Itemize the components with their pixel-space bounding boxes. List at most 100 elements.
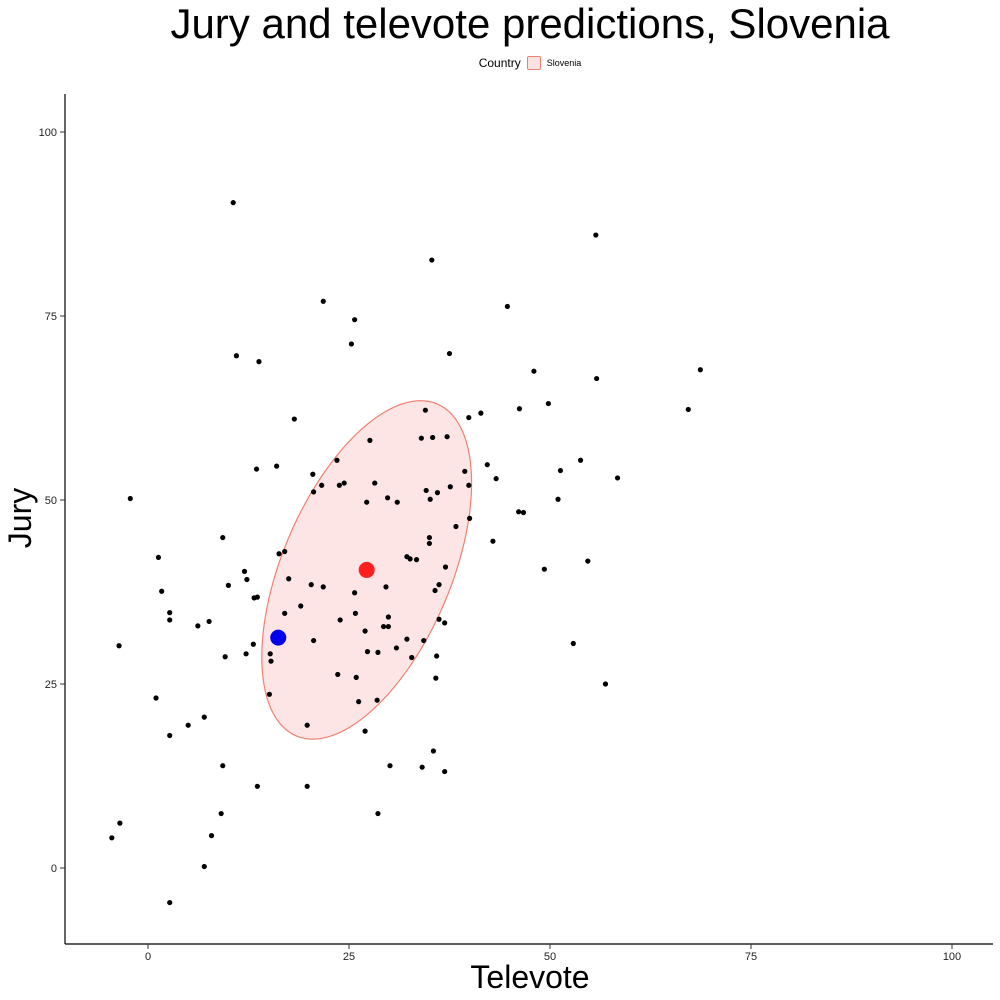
data-point [155, 554, 162, 561]
data-point [266, 691, 272, 697]
data-point [436, 582, 442, 588]
data-point [362, 728, 368, 734]
data-point [430, 748, 437, 754]
data-point [504, 303, 510, 310]
data-point [291, 416, 297, 422]
data-point [490, 538, 496, 544]
data-point [298, 603, 304, 609]
data-point [116, 643, 122, 649]
data-point [367, 437, 373, 443]
actual-result-point [270, 629, 287, 646]
data-point [421, 637, 427, 644]
data-point [230, 200, 236, 206]
data-point [206, 618, 212, 625]
data-point [222, 654, 228, 660]
data-point [442, 564, 449, 570]
y-tick-label: 75 [45, 311, 57, 323]
data-point [233, 353, 240, 359]
data-point [407, 556, 413, 562]
data-point [531, 368, 537, 374]
data-point [153, 695, 159, 701]
data-point [541, 566, 547, 572]
data-point [593, 232, 599, 238]
data-point [304, 783, 310, 789]
data-point [286, 576, 292, 582]
data-point [362, 628, 368, 634]
y-tick-label: 100 [39, 127, 57, 139]
data-point [243, 651, 249, 657]
data-point [364, 649, 371, 655]
data-point [384, 495, 391, 501]
data-point [267, 651, 273, 657]
data-point [348, 341, 355, 347]
data-point [159, 588, 165, 594]
data-point [423, 487, 429, 494]
data-point [253, 466, 260, 472]
data-point [446, 350, 453, 357]
y-axis-title: Jury [2, 488, 38, 548]
data-point [577, 457, 584, 463]
data-point [353, 674, 359, 680]
data-point [356, 699, 362, 705]
axes: 0 25 50 75 100 0 25 50 75 100 [39, 94, 993, 963]
data-point [493, 476, 499, 482]
data-point [516, 509, 522, 515]
data-point [602, 681, 609, 687]
data-point [409, 654, 415, 661]
data-point [319, 482, 325, 488]
data-point [268, 658, 274, 664]
data-point [256, 359, 262, 365]
legend-label-slovenia: Slovenia [546, 58, 582, 68]
data-point [467, 515, 473, 522]
marker-layer [270, 561, 375, 646]
data-point [594, 375, 600, 382]
data-point [466, 414, 472, 421]
data-point [310, 471, 316, 477]
data-point [220, 763, 226, 769]
x-tick-label: 100 [943, 951, 961, 963]
x-tick-label: 50 [544, 951, 556, 963]
data-point [364, 499, 370, 505]
data-point [385, 623, 391, 630]
data-point [418, 435, 424, 441]
data-point [109, 835, 115, 841]
data-point [614, 475, 621, 481]
y-tick-label: 50 [45, 495, 57, 507]
data-point [434, 653, 440, 659]
data-point [320, 298, 326, 304]
data-point [241, 568, 248, 574]
data-point [195, 623, 201, 629]
data-point [462, 468, 468, 474]
data-point [387, 763, 393, 769]
data-point [478, 410, 484, 416]
data-point [244, 576, 250, 583]
data-point [375, 810, 381, 817]
data-point [429, 257, 435, 263]
data-point [341, 480, 347, 486]
x-tick-label: 25 [343, 951, 355, 963]
data-point [167, 617, 173, 623]
x-tick-label: 0 [145, 951, 151, 963]
data-point [218, 810, 224, 817]
data-point [427, 496, 433, 502]
data-point [337, 617, 343, 623]
data-point [413, 557, 420, 563]
data-point [335, 671, 341, 678]
data-point [555, 496, 561, 502]
data-point [432, 587, 438, 594]
data-point [352, 317, 358, 323]
data-point [585, 558, 591, 564]
data-point [201, 863, 207, 870]
data-point [167, 610, 173, 616]
data-point [447, 484, 453, 490]
data-point [380, 623, 387, 630]
data-point [419, 764, 425, 770]
data-point [442, 768, 448, 775]
data-point [430, 434, 436, 441]
chart-title: Jury and televote predictions, Slovenia [170, 0, 890, 47]
data-point [444, 434, 450, 440]
data-point [225, 582, 231, 588]
data-point [433, 675, 439, 681]
data-point [352, 590, 358, 596]
